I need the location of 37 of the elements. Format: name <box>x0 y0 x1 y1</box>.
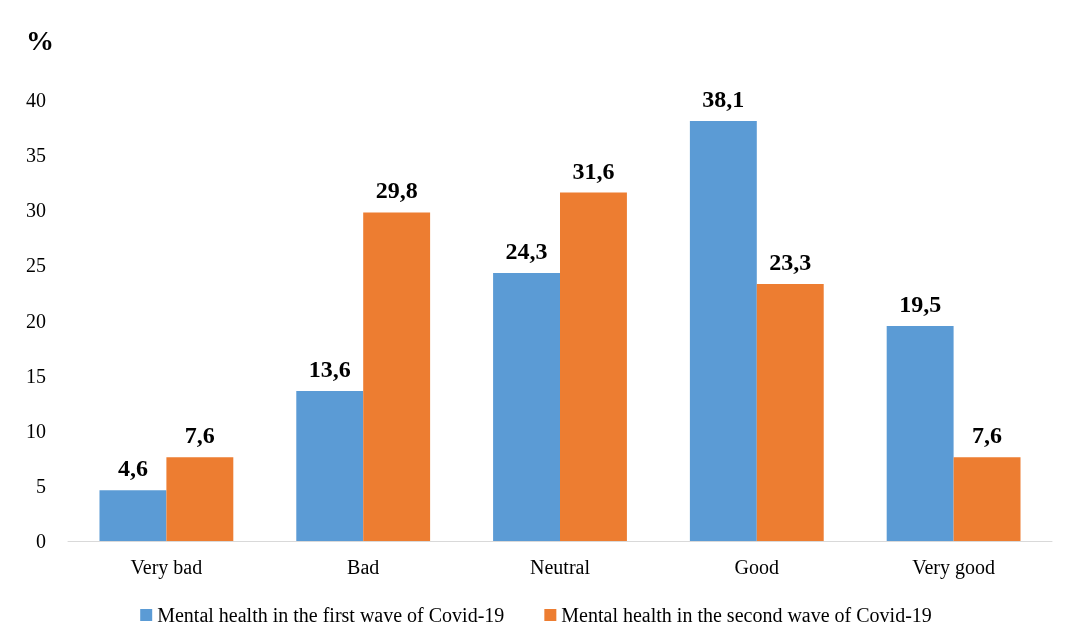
data-label: 23,3 <box>769 249 812 276</box>
data-label: 7,6 <box>184 422 215 449</box>
bar <box>296 391 364 541</box>
y-tick-label: 40 <box>26 89 46 111</box>
x-tick-label: Bad <box>347 556 380 578</box>
x-tick-label: Very good <box>912 556 995 579</box>
y-tick-label: 35 <box>26 144 46 167</box>
data-label: 29,8 <box>375 177 418 204</box>
bar <box>886 326 954 541</box>
y-tick-label: 10 <box>26 419 46 442</box>
y-axis-title: % <box>26 24 54 56</box>
bar <box>166 457 234 541</box>
x-tick-label: Good <box>734 556 780 578</box>
y-tick-label: 15 <box>26 364 46 387</box>
bar <box>756 284 824 541</box>
bar <box>953 457 1021 541</box>
bar <box>560 192 627 541</box>
y-tick-label: 20 <box>26 309 46 332</box>
data-label: 13,6 <box>308 356 351 383</box>
bar <box>363 212 431 541</box>
data-label: 4,6 <box>117 455 148 482</box>
y-tick-label: 0 <box>36 530 46 552</box>
x-tick-label: Very bad <box>130 556 203 579</box>
data-label: 31,6 <box>572 157 615 184</box>
bar <box>99 490 167 541</box>
data-label: 7,6 <box>972 422 1003 449</box>
legend-label: Mental health in the first wave of Covid-19 <box>157 604 505 626</box>
bar <box>689 120 757 541</box>
y-tick-label: 5 <box>36 474 46 497</box>
data-label: 38,1 <box>702 85 745 112</box>
legend-label: Mental health in the second wave of Covid-19 <box>561 604 932 626</box>
bar <box>493 273 560 541</box>
data-label: 24,3 <box>505 238 548 265</box>
data-label: 19,5 <box>899 291 942 318</box>
x-tick-label: Neutral <box>530 556 591 578</box>
y-tick-label: 30 <box>26 199 46 222</box>
y-tick-label: 25 <box>26 254 46 277</box>
